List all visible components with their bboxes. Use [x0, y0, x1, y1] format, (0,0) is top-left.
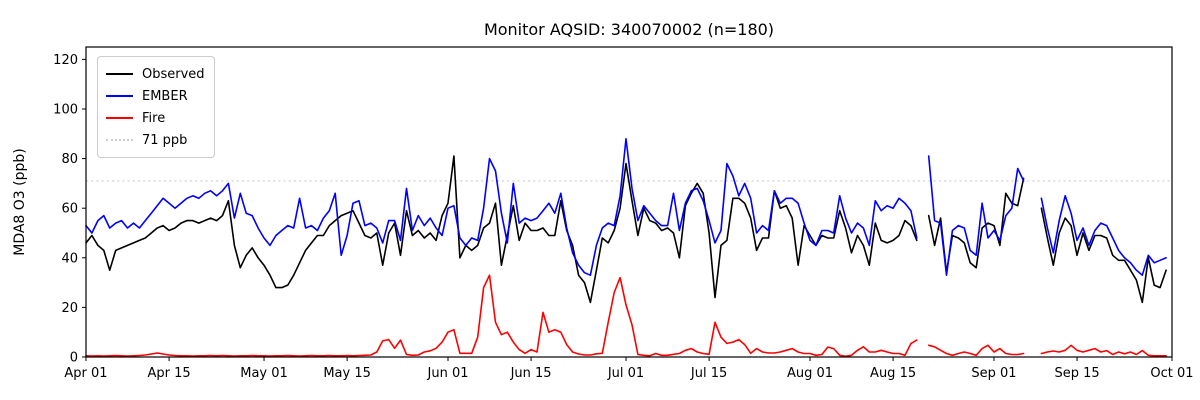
- chart-title: Monitor AQSID: 340070002 (n=180): [483, 20, 775, 39]
- ember-line: [85, 138, 1167, 276]
- legend: Observed EMBER Fire 71 ppb: [97, 56, 215, 158]
- x-tick-label: Sep 15: [1054, 366, 1099, 381]
- x-tick-label: Sep 01: [971, 366, 1016, 381]
- legend-label: 71 ppb: [142, 132, 188, 148]
- y-tick-label: 100: [53, 103, 78, 118]
- axes-frame: [85, 46, 1173, 358]
- x-tick-label: Jul 15: [690, 366, 727, 381]
- x-tick-label: May 15: [323, 366, 371, 381]
- x-tick-label: Aug 01: [787, 366, 833, 381]
- observed-line-swatch-icon: [106, 73, 133, 75]
- legend-item-ember: EMBER: [106, 85, 206, 107]
- x-tick-label: Jul 01: [607, 366, 644, 381]
- x-tick-label: Jun 15: [510, 366, 552, 381]
- legend-item-observed: Observed: [106, 63, 206, 85]
- ember-line-swatch-icon: [106, 95, 133, 97]
- legend-item-fire: Fire: [106, 107, 206, 129]
- fire-line: [85, 274, 1167, 358]
- y-tick-label: 0: [70, 351, 78, 366]
- legend-label: EMBER: [142, 88, 188, 104]
- x-tick-label: Jun 01: [427, 366, 469, 381]
- legend-item-71-ppb: 71 ppb: [106, 129, 206, 151]
- y-tick-label: 20: [61, 301, 78, 316]
- fire-line-swatch-icon: [106, 117, 133, 119]
- x-tick-label: Oct 01: [1150, 366, 1193, 381]
- x-tick-label: Aug 15: [870, 366, 916, 381]
- y-tick-label: 80: [61, 152, 78, 167]
- y-tick-label: 60: [61, 202, 78, 217]
- x-tick-label: Apr 01: [64, 366, 107, 381]
- 71-ppb-line-swatch-icon: [106, 139, 133, 141]
- observed-line: [85, 155, 1167, 304]
- legend-label: Fire: [142, 110, 166, 126]
- y-tick-label: 120: [53, 53, 78, 68]
- x-tick-label: May 01: [240, 366, 288, 381]
- y-tick-label: 40: [61, 251, 78, 266]
- legend-label: Observed: [142, 66, 205, 82]
- x-tick-label: Apr 15: [147, 366, 190, 381]
